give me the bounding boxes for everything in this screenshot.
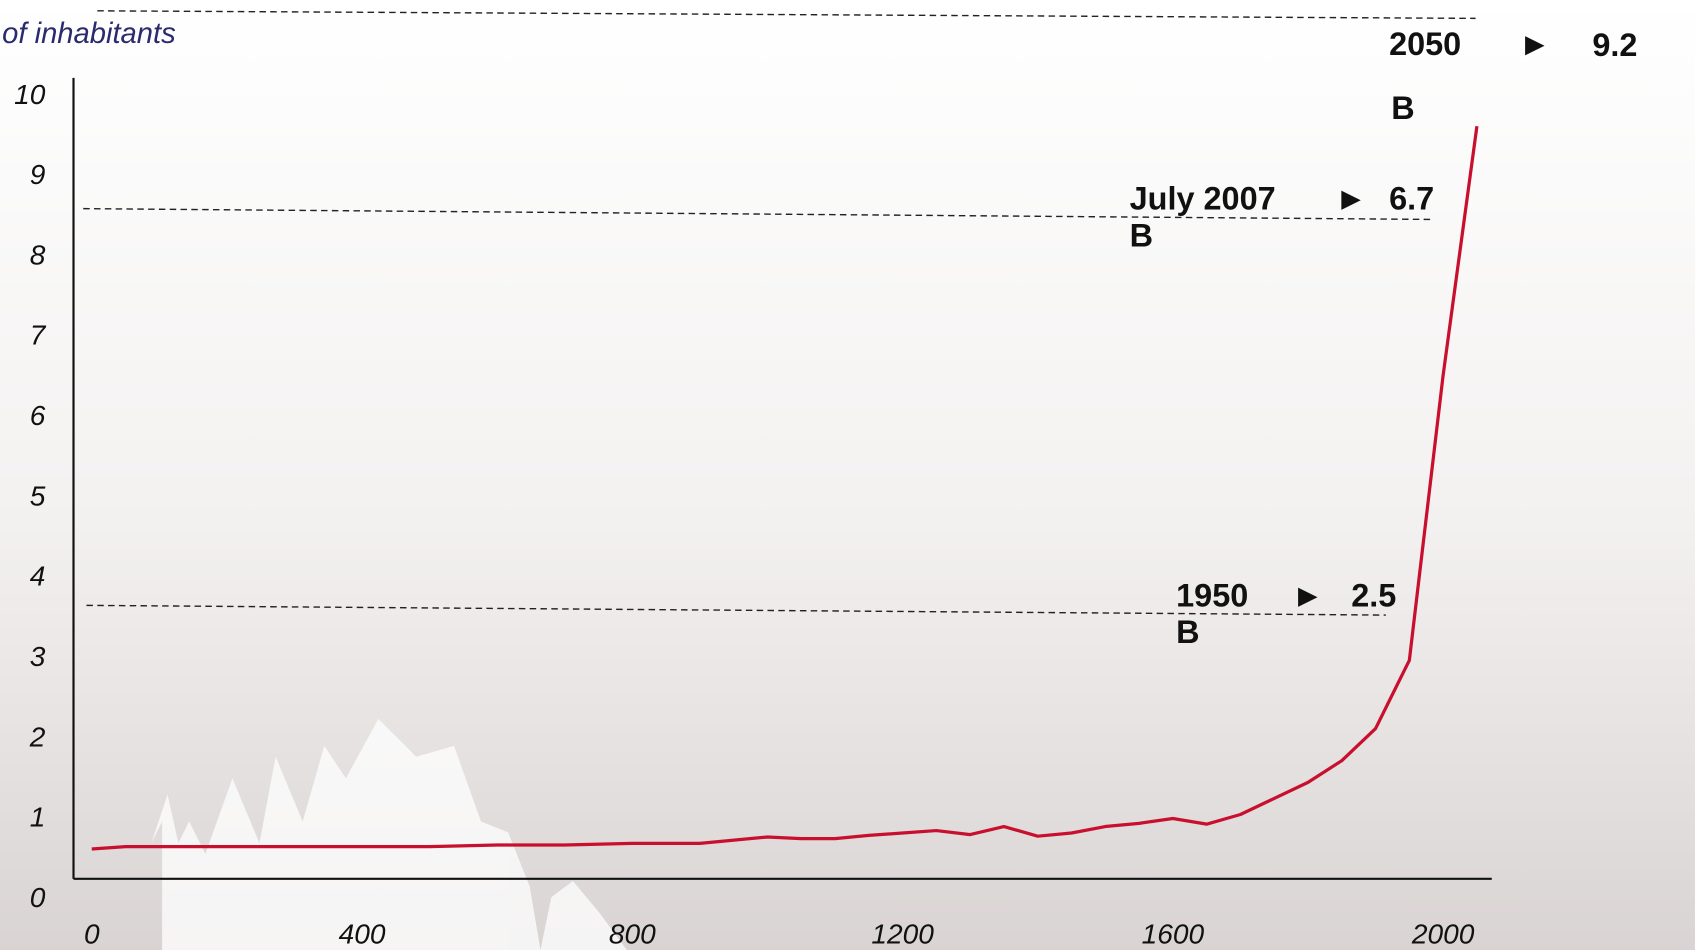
y-tick-label: 4 xyxy=(30,561,46,592)
x-tick-label: 800 xyxy=(609,919,656,950)
x-tick-label: 400 xyxy=(339,919,386,950)
x-tick-label: 0 xyxy=(84,919,100,950)
x-tick-label: 2000 xyxy=(1411,919,1475,950)
y-tick-label: 5 xyxy=(30,480,46,511)
guide-line xyxy=(83,207,1433,221)
tree-silhouettes xyxy=(151,718,627,950)
y-tick-label: 8 xyxy=(30,239,46,270)
annotation-unit: B xyxy=(1391,90,1414,126)
chart-title: of inhabitants xyxy=(2,18,176,50)
plot-area: of inhabitants 0 1 2 3 4 5 6 7 8 9 10 0 400 800 1200 16… xyxy=(2,10,1637,950)
data-line xyxy=(91,125,1479,851)
annotation-date: July 2007 xyxy=(1130,181,1276,217)
annotation-value: 9.2 xyxy=(1592,27,1637,63)
y-tick-label: 0 xyxy=(30,882,46,913)
x-tick-label: 1200 xyxy=(871,919,934,950)
annotation-value: 2.5 xyxy=(1351,577,1396,613)
annotation-unit: B xyxy=(1176,614,1199,650)
annotation-date: 1950 xyxy=(1176,577,1248,613)
guide-line xyxy=(97,10,1476,20)
x-tick-label: 1600 xyxy=(1142,919,1205,950)
y-tick-label: 7 xyxy=(30,320,47,351)
annotation-arrow: ► xyxy=(1519,26,1551,62)
annotation-value: 6.7 xyxy=(1389,181,1434,217)
y-tick-label: 6 xyxy=(30,400,46,431)
annotation-arrow: ► xyxy=(1292,577,1324,613)
y-tick-label: 3 xyxy=(30,641,46,672)
annotation-arrow: ► xyxy=(1335,181,1367,217)
y-tick-label: 2 xyxy=(29,721,46,752)
annotation-date: 2050 xyxy=(1389,26,1461,62)
y-tick-label: 10 xyxy=(14,79,46,110)
annotation-unit: B xyxy=(1130,217,1153,253)
y-tick-label: 9 xyxy=(30,159,46,190)
guide-line xyxy=(86,604,1386,616)
y-tick-label: 1 xyxy=(30,802,46,833)
